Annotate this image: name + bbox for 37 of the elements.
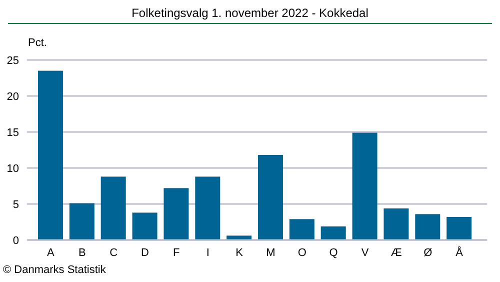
bar: [38, 70, 63, 240]
y-tick-label: 0: [12, 234, 19, 247]
x-tick-label: F: [173, 246, 180, 259]
y-tick-label: 10: [6, 162, 19, 175]
x-tick-label: D: [141, 246, 150, 259]
x-tick-label: K: [236, 246, 244, 259]
bar: [446, 216, 472, 240]
bar: [384, 208, 409, 240]
x-tick-label: M: [266, 246, 276, 259]
chart-title: Folketingsvalg 1. november 2022 - Kokkedal: [130, 6, 370, 20]
x-tick-label: A: [47, 246, 56, 259]
y-tick-label: 20: [6, 90, 19, 103]
y-tick-label: 5: [12, 198, 19, 211]
bar: [100, 176, 126, 240]
x-tick-label: C: [110, 246, 118, 259]
y-tick-label: 25: [6, 54, 19, 67]
x-tick-label: Ø: [424, 246, 433, 259]
bar: [352, 132, 378, 240]
bar: [258, 155, 283, 240]
x-tick-label: V: [361, 246, 370, 259]
x-tick-label: B: [78, 246, 86, 259]
text: © Danmarks Statistik: [3, 264, 107, 276]
x-tick-label: O: [298, 246, 307, 259]
bar: [289, 219, 314, 240]
bar: [164, 188, 189, 240]
bar: [415, 214, 440, 240]
bar: [132, 212, 158, 240]
y-tick-label: 15: [6, 126, 19, 139]
bar: [69, 203, 94, 240]
x-tick-label: Q: [329, 246, 338, 259]
x-tick-label: Å: [456, 246, 464, 259]
x-tick-label: I: [206, 246, 210, 259]
bar: [226, 236, 252, 240]
x-tick-label: Æ: [390, 246, 402, 259]
bar: [195, 176, 220, 240]
y-axis-title: Pct.: [28, 37, 47, 49]
bar: [320, 226, 346, 240]
